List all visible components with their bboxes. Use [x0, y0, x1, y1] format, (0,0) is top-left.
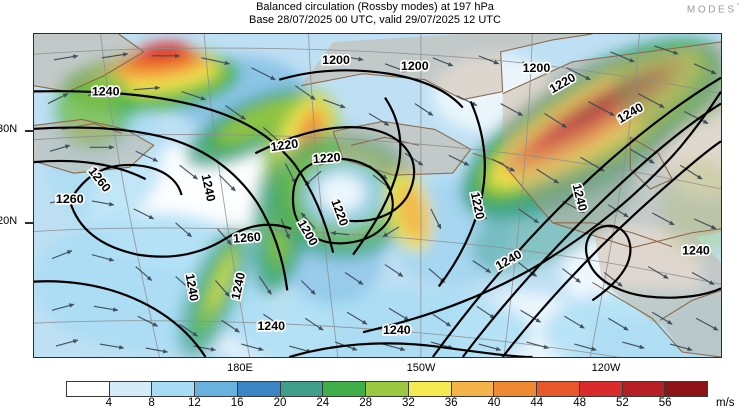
colorbar-swatch-12 [578, 382, 622, 396]
colorbar-tick-40: 40 [487, 397, 501, 409]
map-plot-area: 1240 1260 1260 1240 1260 1220 1200 1240 … [33, 33, 722, 358]
colorbar-tick-32: 32 [401, 397, 415, 409]
title-line-2: Base 28/07/2025 00 UTC, valid 29/07/2025… [249, 14, 501, 26]
contour-label-1240-c: 1240 [183, 273, 202, 303]
colorbar-swatch-14 [664, 382, 708, 396]
colorbar-tick-48: 48 [573, 397, 586, 409]
xaxis-tick-label-150w: 150W [406, 362, 436, 374]
colorbar-tick-8: 8 [148, 397, 155, 409]
height-contours [34, 69, 721, 357]
colorbar-swatch-1 [108, 382, 152, 396]
contour-label-1240-g: 1240 [257, 319, 285, 333]
contour-label-1200: 1200 [322, 53, 350, 67]
colorbar-tick-16: 16 [230, 397, 244, 409]
colorbar-tick-36: 36 [444, 397, 458, 409]
colorbar-tick-52: 52 [615, 397, 629, 409]
contour-label-1240-h: 1240 [383, 323, 411, 337]
land-tint [34, 34, 721, 357]
contour-label-1260-c: 1260 [233, 230, 262, 246]
colorbar-swatch-11 [536, 382, 579, 396]
colorbar-tick-12: 12 [187, 397, 201, 409]
weather-map-svg: 1240 1260 1260 1240 1260 1220 1200 1240 … [34, 34, 721, 357]
brand-mark: ° [736, 3, 742, 10]
contour-label-1240: 1240 [92, 85, 120, 99]
colorbar-swatch-3 [194, 382, 237, 396]
colorbar-tick-44: 44 [530, 397, 544, 409]
colorbar-swatch-10 [493, 382, 537, 396]
contour-label-1240-j: 1240 [682, 244, 710, 258]
colorbar-swatch-0 [67, 382, 109, 396]
yaxis-tick-mark-30n [25, 130, 33, 132]
xaxis-tick-label-120w: 120W [591, 362, 621, 374]
contour-label-1220-b: 1220 [312, 150, 341, 166]
colorbar-swatch-2 [151, 382, 195, 396]
colorbar-tick-56: 56 [658, 397, 672, 409]
colorbar-swatch-8 [407, 382, 451, 396]
colorbar-tick-24: 24 [316, 397, 330, 409]
colorbar-tick-4: 4 [105, 397, 112, 409]
colorbar-swatch-13 [621, 382, 665, 396]
coastlines [34, 34, 721, 357]
colorbar-swatch-6 [322, 382, 366, 396]
colorbar-swatch-4 [236, 382, 280, 396]
contour-label-1260-b: 1260 [56, 192, 84, 206]
contour-label-1200-c: 1200 [401, 59, 429, 73]
contour-label-1200-d: 1200 [523, 61, 551, 75]
contour-label-1220: 1220 [270, 137, 299, 155]
brand-text: MODES [686, 4, 737, 16]
yaxis-tick-label-30n: 30N [0, 123, 18, 135]
colorbar-tick-20: 20 [273, 397, 287, 409]
title-line-1: Balanced circulation (Rossby modes) at 1… [256, 1, 494, 13]
colorbar-unit-label: m/s [716, 397, 735, 409]
page-title: Balanced circulation (Rossby modes) at 1… [0, 1, 750, 27]
colorbar [66, 381, 708, 397]
modes-logo: MODES° [687, 3, 742, 15]
yaxis-tick-mark-20n [25, 222, 33, 224]
colorbar-swatch-5 [279, 382, 323, 396]
xaxis-tick-label-180e: 180E [227, 362, 253, 374]
colorbar-tick-labels: 4 8 12 16 20 24 28 32 36 40 44 48 52 56 [66, 397, 708, 409]
colorbar-swatch-9 [450, 382, 494, 396]
colorbar-tick-28: 28 [359, 397, 372, 409]
colorbar-swatch-7 [365, 382, 408, 396]
yaxis-tick-label-20n: 20N [0, 215, 18, 227]
